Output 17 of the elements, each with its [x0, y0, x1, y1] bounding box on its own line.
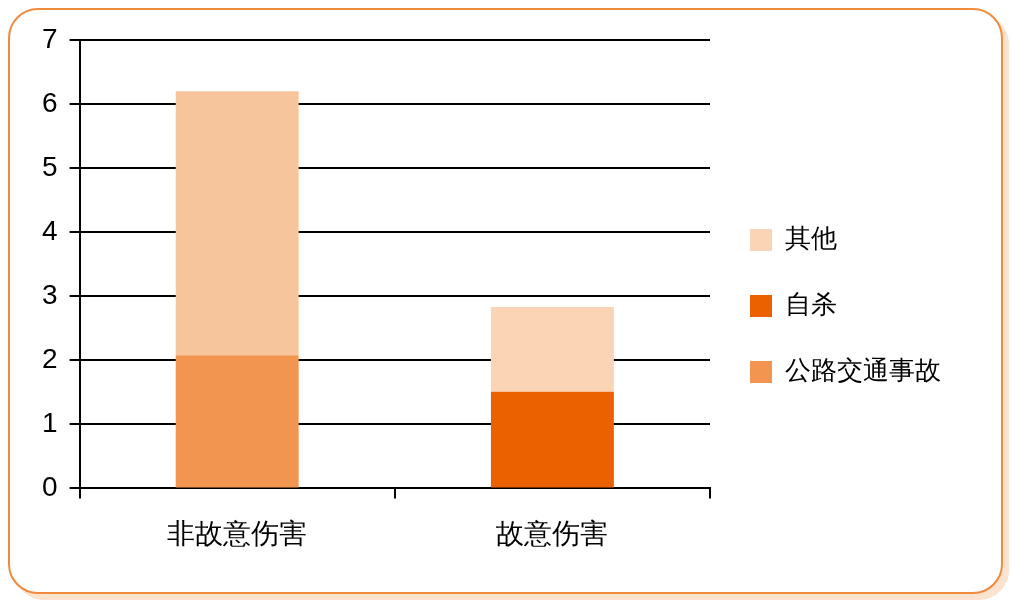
x-tick-label: 非故意伤害	[167, 517, 308, 549]
y-tick-label: 3	[41, 278, 58, 310]
y-tick-label: 6	[41, 86, 58, 118]
y-tick-label: 4	[41, 214, 58, 246]
y-tick-label: 5	[41, 150, 58, 182]
legend-label: 自杀	[785, 289, 837, 320]
bar	[490, 307, 614, 392]
bar	[490, 391, 614, 488]
legend-label: 其他	[785, 223, 837, 254]
x-tick-label: 故意伤害	[496, 517, 609, 549]
bar	[175, 355, 299, 488]
bar	[175, 91, 299, 356]
y-tick-label: 2	[41, 343, 58, 374]
legend-label: 公路交通事故	[785, 355, 941, 386]
y-tick-label: 0	[41, 471, 58, 503]
y-tick-label: 7	[41, 22, 58, 54]
y-tick-label: 1	[41, 407, 58, 439]
